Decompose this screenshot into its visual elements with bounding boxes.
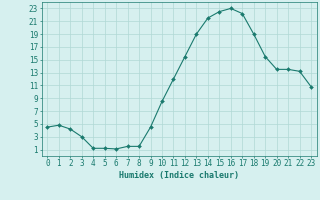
X-axis label: Humidex (Indice chaleur): Humidex (Indice chaleur) (119, 171, 239, 180)
